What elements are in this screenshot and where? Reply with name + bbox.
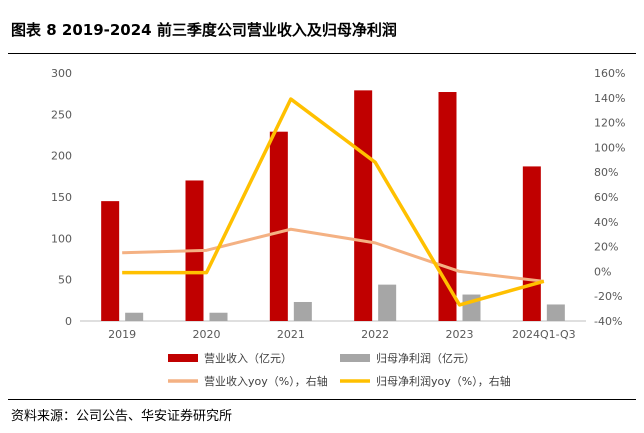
revenue-yoy-line	[122, 227, 545, 283]
right-tick-label: 0%	[594, 265, 611, 278]
net-profit-bar	[546, 304, 565, 321]
left-tick-label: 0	[65, 315, 72, 328]
x-tick-label: 2024Q1-Q3	[512, 328, 576, 341]
left-tick-label: 300	[51, 67, 72, 80]
x-tick-label: 2021	[277, 328, 305, 341]
left-tick-label: 50	[58, 274, 72, 287]
right-tick-label: 140%	[594, 92, 625, 105]
revenue-bar	[101, 201, 120, 321]
x-tick-label: 2020	[193, 328, 221, 341]
right-tick-label: -20%	[594, 290, 622, 303]
left-tick-label: 150	[51, 191, 72, 204]
net-profit-bar	[125, 312, 144, 321]
right-tick-label: 60%	[594, 191, 618, 204]
revenue-bar	[269, 131, 288, 321]
source-divider	[8, 399, 636, 400]
left-tick-label: 100	[51, 232, 72, 245]
x-tick-label: 2023	[446, 328, 474, 341]
net-profit-bar	[209, 312, 228, 321]
revenue-bar	[522, 166, 541, 321]
legend-label: 营业收入（亿元）	[204, 351, 292, 365]
chart-bars	[101, 90, 565, 321]
net-profit-bar	[293, 301, 312, 321]
legend-label: 营业收入yoy（%），右轴	[204, 374, 328, 388]
x-tick-label: 2022	[361, 328, 389, 341]
chart-lines	[122, 97, 545, 307]
right-tick-label: 120%	[594, 117, 625, 130]
legend-swatch	[168, 354, 198, 362]
left-tick-label: 200	[51, 150, 72, 163]
net-profit-bar	[378, 284, 397, 321]
legend-label: 归母净利润（亿元）	[376, 351, 475, 365]
left-tick-label: 250	[51, 108, 72, 121]
legend-swatch	[340, 354, 370, 362]
x-tick-label: 2019	[108, 328, 136, 341]
chart-legend: 营业收入（亿元） 归母净利润（亿元） 营业收入yoy（%），右轴 归母净利润yoy（%…	[168, 351, 511, 388]
right-tick-label: -40%	[594, 315, 622, 328]
page-title: 图表 8 2019-2024 前三季度公司营业收入及归母净利润	[11, 21, 397, 39]
right-tick-label: 20%	[594, 241, 618, 254]
net-profit-yoy-line	[122, 97, 545, 307]
revenue-bar	[354, 90, 373, 321]
right-tick-label: 40%	[594, 216, 618, 229]
right-tick-label: 80%	[594, 166, 618, 179]
right-tick-label: 160%	[594, 67, 625, 80]
legend-label: 归母净利润yoy（%），右轴	[376, 374, 511, 388]
chart-axes: 0 50 100 150 200 250 300 -40% -20% 0% 20% 40% 60% 80%…	[51, 67, 625, 341]
right-tick-label: 100%	[594, 141, 625, 154]
title-divider	[8, 53, 636, 54]
revenue-bar	[438, 92, 457, 321]
source-note: 资料来源：公司公告、华安证券研究所	[11, 409, 233, 424]
